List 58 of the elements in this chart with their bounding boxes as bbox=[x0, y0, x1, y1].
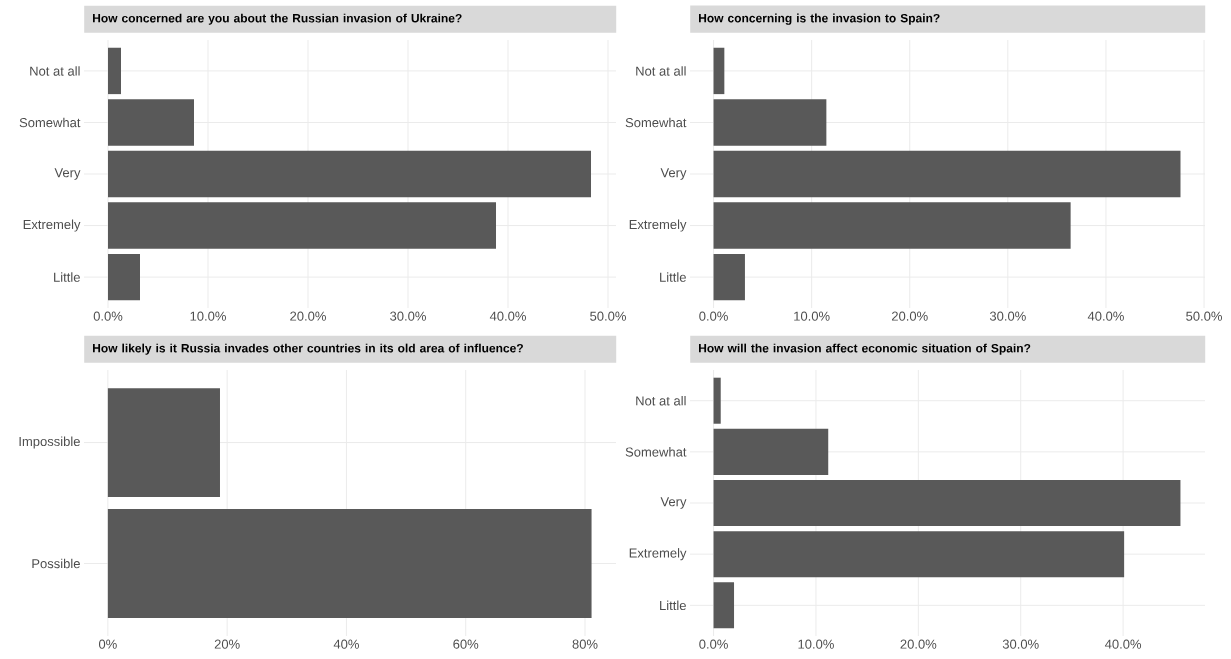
bar bbox=[108, 202, 497, 249]
y-tick-label: Little bbox=[660, 600, 686, 611]
y-tick-label: Little bbox=[660, 272, 686, 282]
y-tick-label: Extremely bbox=[23, 219, 81, 232]
x-tick-label: 0% bbox=[98, 639, 117, 649]
x-tick-label: 40.0% bbox=[489, 311, 526, 321]
y-tick-label: Possible bbox=[32, 558, 80, 569]
y-tick-label: Very bbox=[54, 168, 81, 180]
x-tick-label: 20.0% bbox=[900, 639, 937, 649]
y-tick-label: Not at all bbox=[636, 395, 686, 406]
x-tick-label: 20% bbox=[214, 639, 240, 649]
y-tick-label: Extremely bbox=[629, 548, 687, 561]
bar bbox=[713, 150, 1181, 198]
x-tick-label: 20.0% bbox=[891, 311, 928, 321]
x-tick-label: 40.0% bbox=[1104, 639, 1142, 649]
x-tick-label: 0.0% bbox=[93, 311, 123, 321]
y-tick-label: Somewhat bbox=[19, 117, 81, 128]
x-tick-label: 0.0% bbox=[699, 639, 728, 649]
chart-title: How likely is it Russia invades other countries in its old area of influence? bbox=[93, 343, 523, 355]
y-tick-label: Somewhat bbox=[625, 447, 687, 457]
x-tick-label: 30.0% bbox=[1002, 639, 1039, 649]
x-tick-label: 50.0% bbox=[1186, 311, 1222, 321]
bar bbox=[713, 377, 721, 424]
bar bbox=[713, 480, 1181, 527]
x-tick-label: 10.0% bbox=[794, 311, 830, 321]
y-tick-label: Somewhat bbox=[625, 117, 687, 128]
y-tick-label: Not at all bbox=[636, 66, 686, 76]
bar bbox=[713, 582, 735, 629]
bar bbox=[713, 428, 829, 475]
bar bbox=[108, 47, 121, 95]
bar bbox=[108, 253, 140, 301]
chart-title: How concerned are you about the Russian invasion of Ukraine? bbox=[93, 13, 462, 25]
y-tick-label: Little bbox=[54, 272, 80, 282]
bar bbox=[713, 531, 1125, 578]
y-tick-label: Very bbox=[660, 497, 687, 509]
y-tick-label: Extremely bbox=[629, 219, 687, 232]
bar bbox=[108, 150, 592, 198]
x-tick-label: 0.0% bbox=[699, 311, 728, 321]
bar bbox=[713, 202, 1071, 249]
bar bbox=[713, 99, 827, 146]
bar bbox=[713, 47, 725, 95]
x-tick-label: 30.0% bbox=[989, 311, 1026, 321]
y-tick-label: Not at all bbox=[30, 66, 80, 76]
x-tick-label: 40% bbox=[333, 639, 359, 649]
x-tick-label: 30.0% bbox=[390, 311, 426, 321]
chart-title: How will the invasion affect economic situation of Spain? bbox=[699, 343, 1031, 355]
x-tick-label: 60% bbox=[453, 639, 479, 649]
x-tick-label: 80% bbox=[572, 639, 598, 649]
bar bbox=[108, 99, 194, 146]
x-tick-label: 50.0% bbox=[590, 311, 626, 321]
y-tick-label: Impossible bbox=[19, 436, 80, 449]
x-tick-label: 40.0% bbox=[1087, 311, 1124, 321]
x-tick-label: 10.0% bbox=[798, 639, 834, 649]
x-tick-label: 10.0% bbox=[190, 311, 226, 321]
x-tick-label: 20.0% bbox=[290, 311, 326, 321]
chart-title: How concerning is the invasion to Spain? bbox=[699, 13, 940, 25]
y-tick-label: Very bbox=[660, 168, 687, 180]
bar bbox=[713, 253, 745, 301]
